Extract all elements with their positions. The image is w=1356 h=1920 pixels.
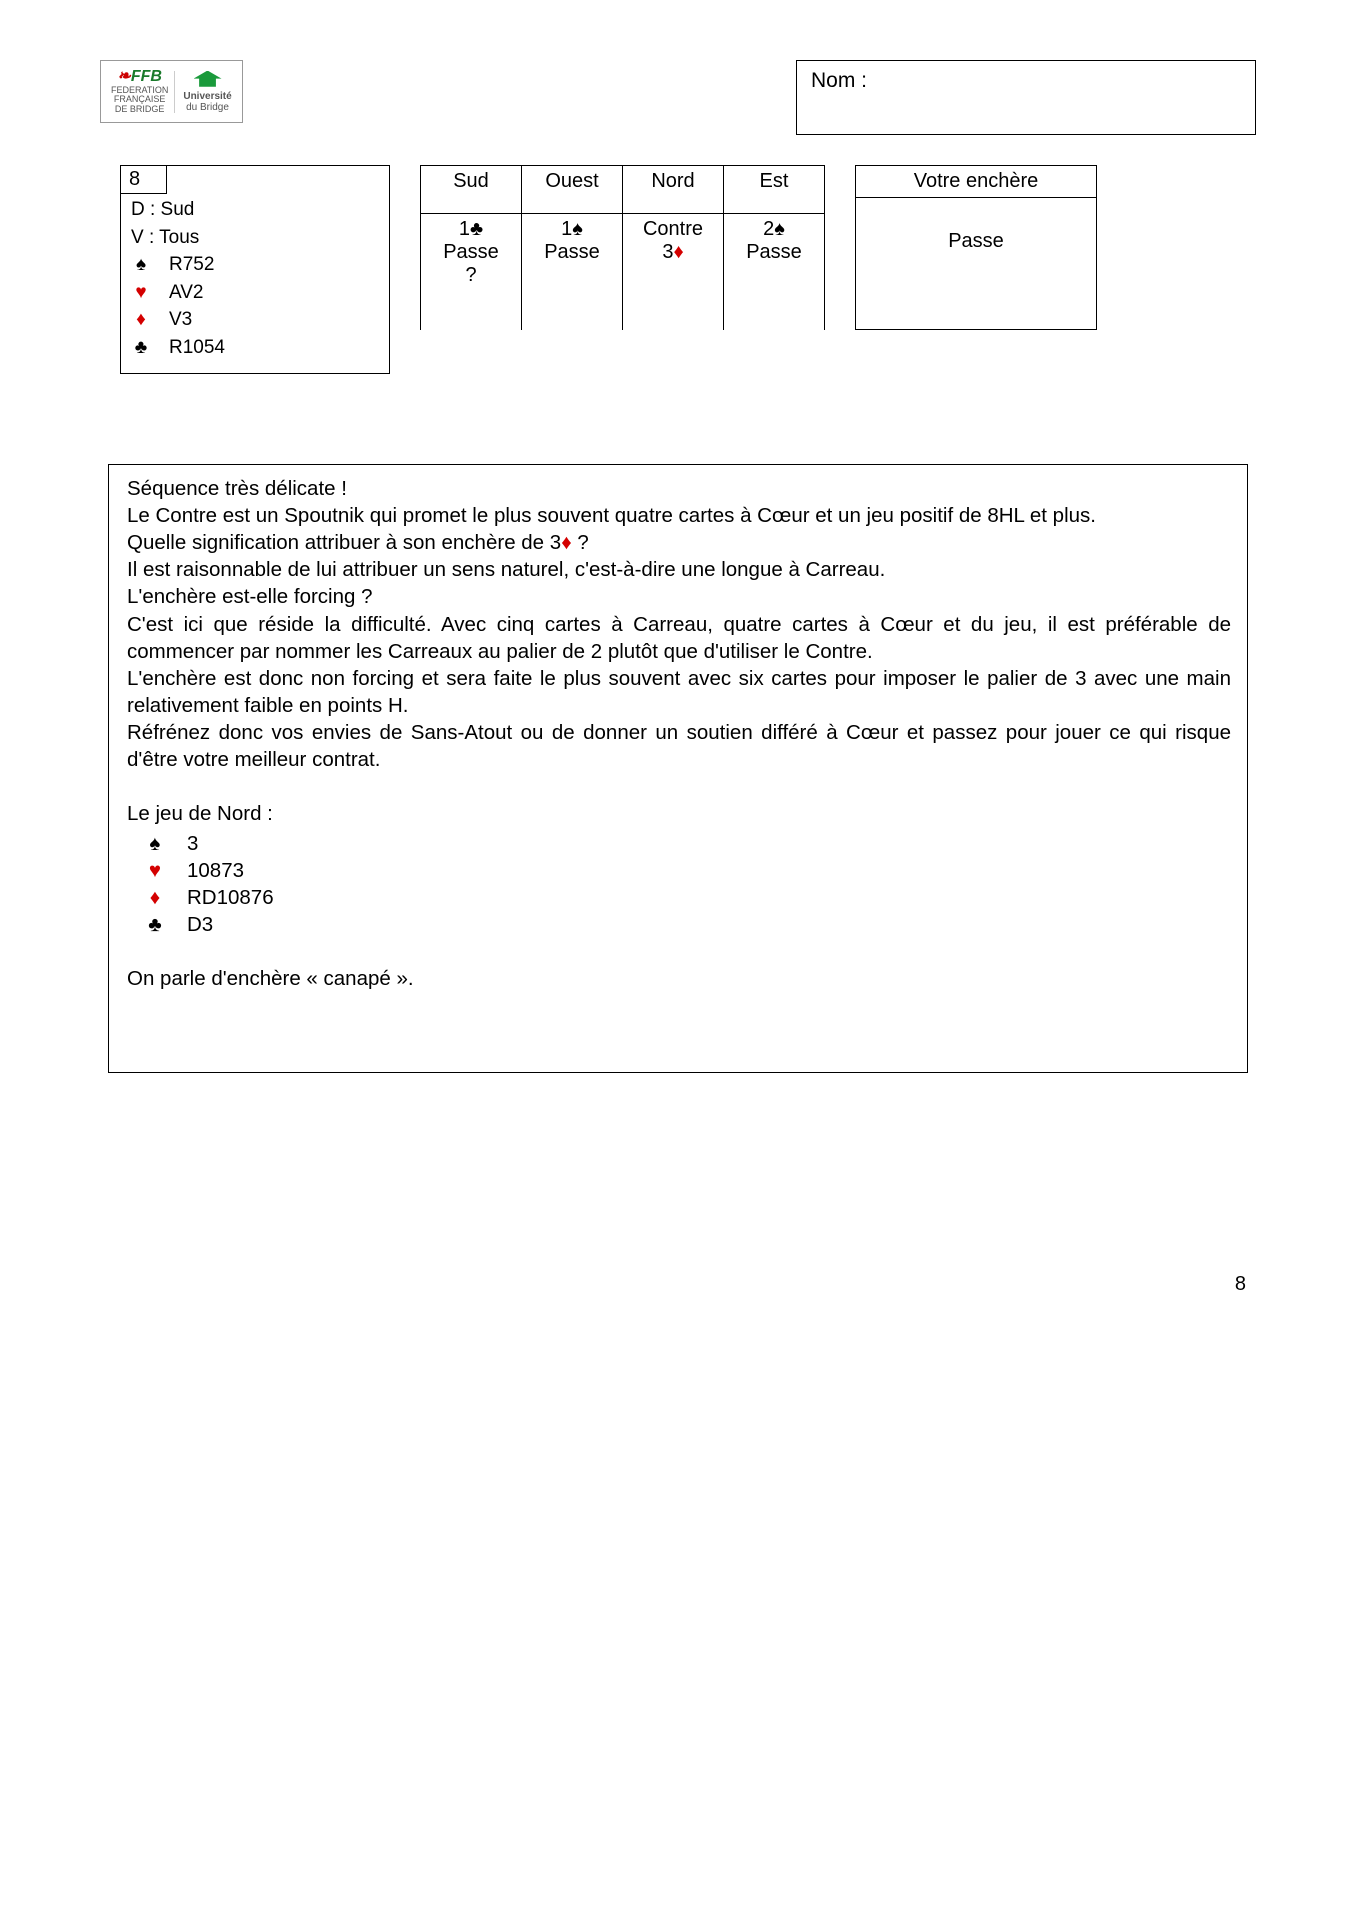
page-number: 8 (100, 1273, 1256, 1296)
your-bid-title: Votre enchère (856, 166, 1096, 198)
club-icon: ♣ (145, 911, 165, 938)
panels-row: 8 D : Sud V : Tous ♠ R752 ♥ AV2 ♦ V3 ♣ R… (120, 165, 1256, 374)
explain-line: Il est raisonnable de lui attribuer un s… (127, 556, 1231, 583)
explain-line: Le Contre est un Spoutnik qui promet le … (127, 502, 1231, 529)
bidding-header-row: Sud Ouest Nord Est (421, 166, 825, 214)
hand-hearts: ♥ AV2 (131, 279, 379, 307)
bidding-table: Sud Ouest Nord Est 1♣ Passe ? 1♠ Passe C… (420, 165, 825, 330)
heart-icon: ♥ (131, 279, 151, 307)
explain-line: Séquence très délicate ! (127, 475, 1231, 502)
col-est: Est (724, 166, 825, 214)
spade-icon: ♠ (131, 251, 151, 279)
explain-footer: On parle d'enchère « canapé ». (127, 965, 1231, 992)
explain-line: L'enchère est-elle forcing ? (127, 583, 1231, 610)
name-label: Nom : (811, 69, 867, 92)
deal-number: 8 (121, 166, 167, 194)
universite-logo: Université du Bridge (174, 71, 231, 113)
hand-spades: ♠ R752 (131, 251, 379, 279)
vuln-line: V : Tous (131, 224, 379, 252)
your-bid-box: Votre enchère Passe (855, 165, 1097, 330)
bid-cell: 2♠ Passe (724, 214, 825, 330)
diamond-icon: ♦ (145, 884, 165, 911)
your-bid-answer: Passe (856, 198, 1096, 253)
diamond-icon: ♦ (131, 306, 151, 334)
logo-box: ❧FFB FEDERATION FRANÇAISE DE BRIDGE Univ… (100, 60, 243, 123)
explain-line: Réfrénez donc vos envies de Sans-Atout o… (127, 719, 1231, 773)
name-field[interactable]: Nom : (796, 60, 1256, 135)
header-row: ❧FFB FEDERATION FRANÇAISE DE BRIDGE Univ… (100, 60, 1256, 135)
north-hand: ♠3 ♥10873 ♦RD10876 ♣D3 (145, 830, 1231, 938)
hand-clubs: ♣ R1054 (131, 334, 379, 362)
club-icon: ♣ (131, 334, 151, 362)
dealer-line: D : Sud (131, 196, 379, 224)
bidding-row: 1♣ Passe ? 1♠ Passe Contre 3♦ 2♠ Passe (421, 214, 825, 330)
spade-icon: ♠ (145, 830, 165, 857)
bid-cell: 1♣ Passe ? (421, 214, 522, 330)
explain-line: C'est ici que réside la difficulté. Avec… (127, 611, 1231, 665)
col-nord: Nord (623, 166, 724, 214)
hand-diamonds: ♦ V3 (131, 306, 379, 334)
explain-line: Quelle signification attribuer à son enc… (127, 529, 1231, 556)
deal-box: 8 D : Sud V : Tous ♠ R752 ♥ AV2 ♦ V3 ♣ R… (120, 165, 390, 374)
graduation-cap-icon (194, 71, 222, 89)
north-hand-label: Le jeu de Nord : (127, 800, 1231, 827)
col-ouest: Ouest (522, 166, 623, 214)
ffb-logo: ❧FFB FEDERATION FRANÇAISE DE BRIDGE (111, 69, 168, 114)
explanation-box: Séquence très délicate ! Le Contre est u… (108, 464, 1248, 1073)
explain-line: L'enchère est donc non forcing et sera f… (127, 665, 1231, 719)
bid-cell: 1♠ Passe (522, 214, 623, 330)
col-sud: Sud (421, 166, 522, 214)
heart-icon: ♥ (145, 857, 165, 884)
bid-cell: Contre 3♦ (623, 214, 724, 330)
